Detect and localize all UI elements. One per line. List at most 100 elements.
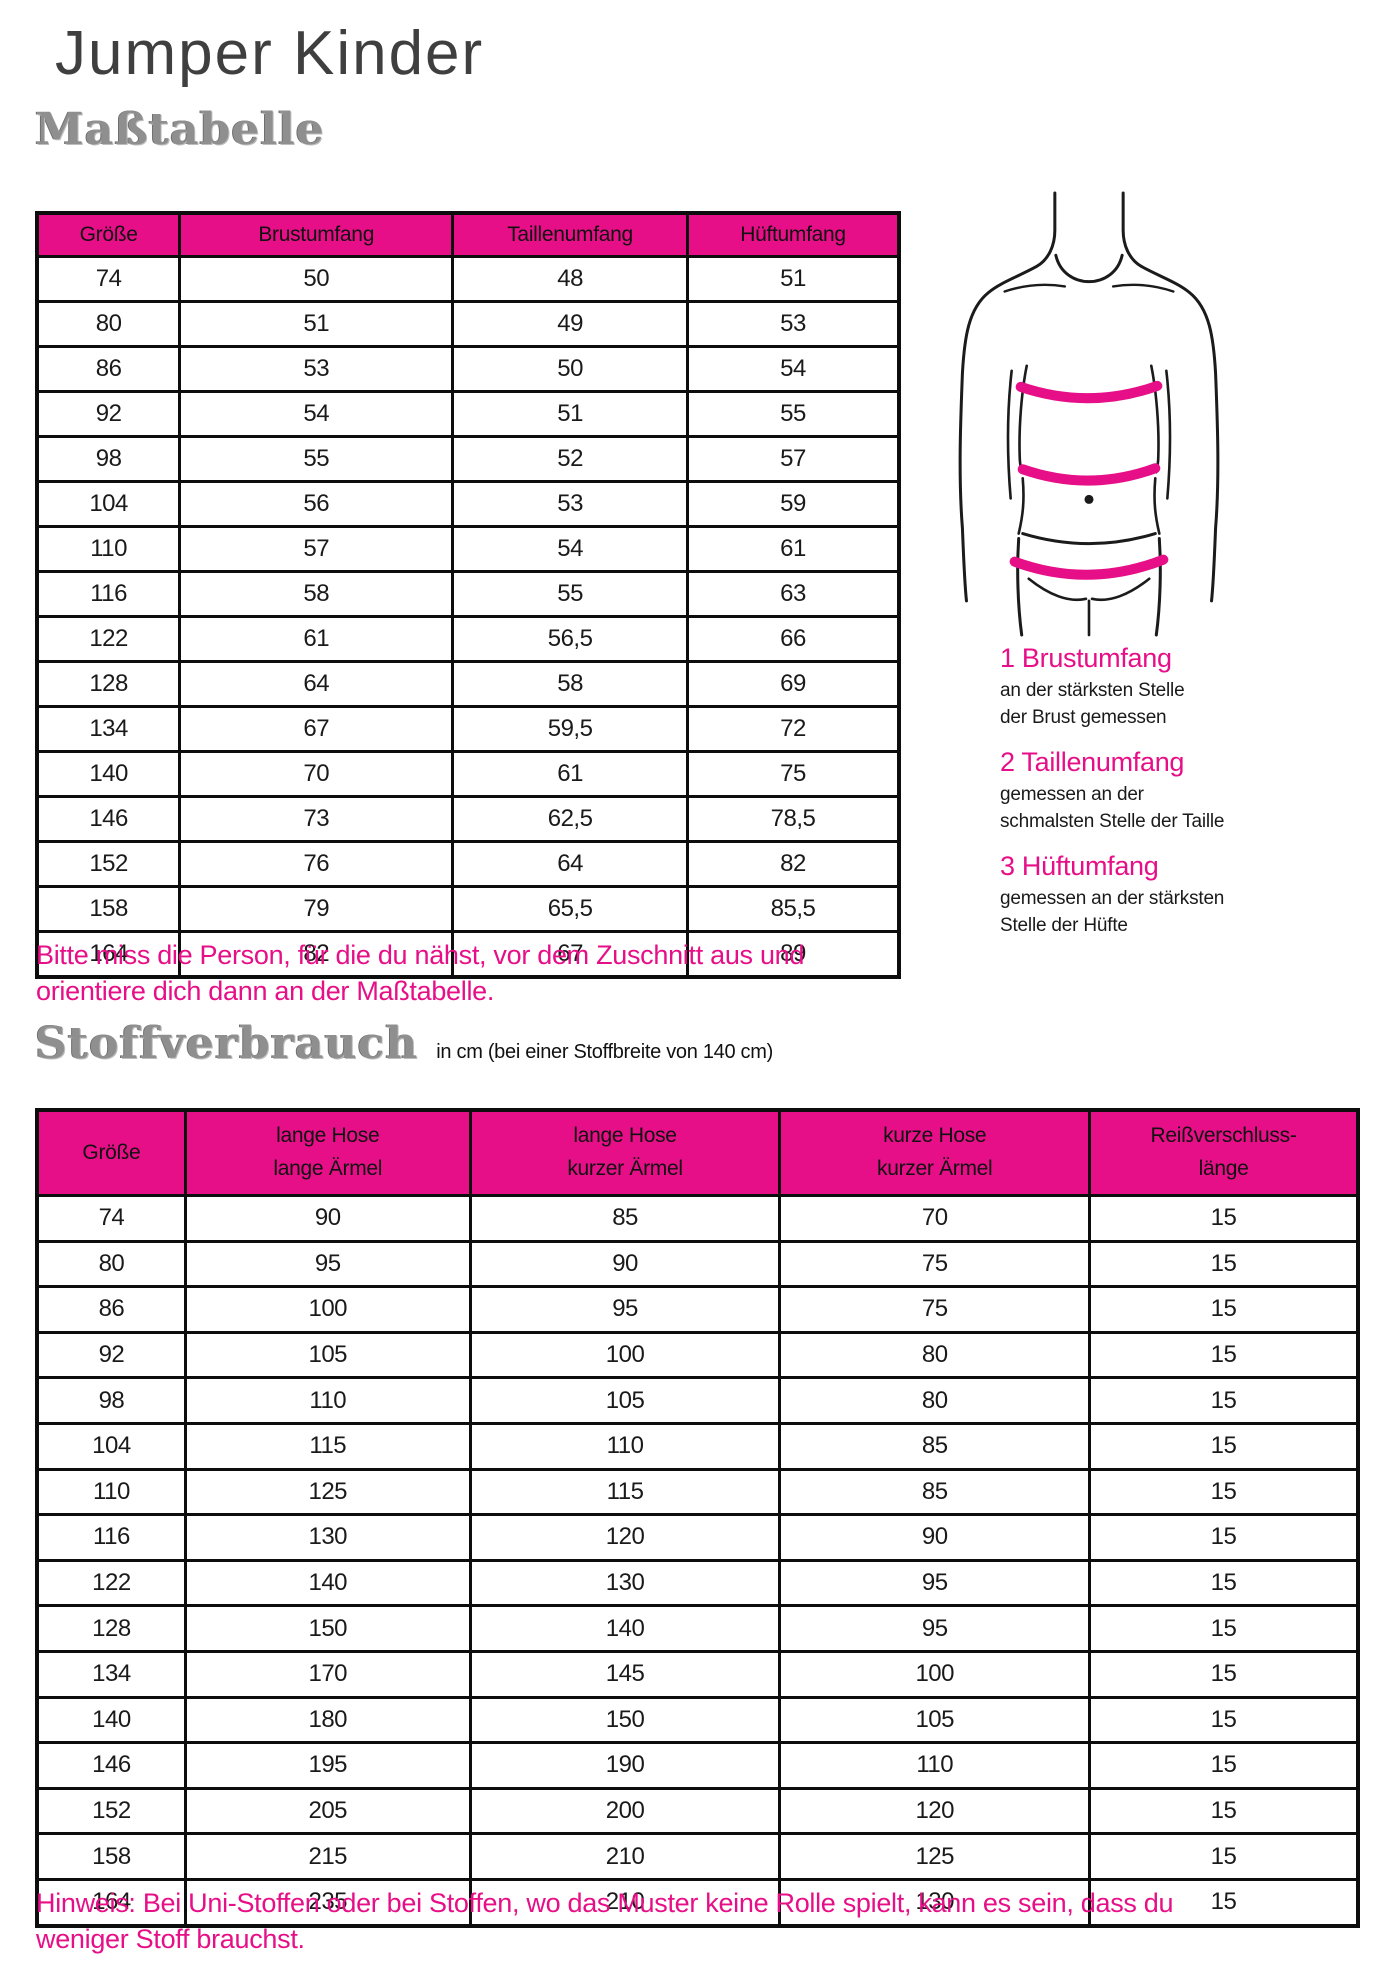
table-cell: 125 [183,1467,472,1517]
right-leg-outline [1154,537,1162,637]
table-cell: 150 [468,1695,782,1745]
table-row: 116 130 120 90 15 [35,1513,1360,1562]
table-row: 110 125 115 85 15 [35,1467,1360,1517]
table-cell: 195 [183,1741,472,1790]
table-cell: 105 [778,1695,1092,1745]
table-cell: 130 [183,1513,472,1562]
measuring-instruction-note: Bitte miss die Person, für die du nähst,… [36,940,805,1006]
table-cell: 75 [685,750,901,798]
right-crotch-line [1090,577,1151,602]
table-cell: 128 [35,660,182,708]
table-cell: 95 [778,1558,1092,1608]
table-cell: 80 [778,1330,1092,1380]
table-cell: 98 [35,435,182,483]
table-cell: 210 [468,1832,782,1881]
right-lower-torso [1153,476,1161,535]
table-cell: 51 [451,390,689,438]
fabric-consumption-table: Größe lange Hose lange Ärmel lange Hose ku… [35,1108,1360,1928]
table-cell: 205 [183,1786,472,1836]
table-row: 164 82 67 89 [35,930,901,979]
legend-label: 1 Brustumfang [1000,643,1172,673]
table-cell: 140 [468,1604,782,1653]
table-row: 98 55 52 57 [35,435,901,483]
table-cell: 15 [1088,1467,1360,1517]
table-row: 122 61 56,5 66 [35,615,901,663]
table-row: 134 67 59,5 72 [35,705,901,753]
table-cell: 66 [685,615,901,663]
measure-bands [1009,380,1169,580]
table-row: 122 140 130 95 15 [35,1558,1360,1608]
table-cell: 80 [35,300,182,348]
table-cell: 115 [183,1421,472,1471]
table-cell: 15 [1088,1877,1360,1928]
table-cell: 158 [35,885,182,933]
table-cell: 57 [685,435,901,483]
table-cell: 190 [468,1741,782,1790]
collar-line [1054,253,1124,284]
waist-measure-band [1017,463,1161,486]
table-cell: 49 [451,300,689,348]
table-cell: 70 [778,1194,1092,1243]
legend-item-brustumfang: 1 Brustumfang an der stärksten Stelle de… [1000,643,1290,732]
table-cell: 67 [451,930,689,979]
table-cell: 59 [685,480,901,528]
column-header: Größe [35,211,182,258]
table-cell: 53 [685,300,901,348]
header-row: Größe lange Hose lange Ärmel lange Hose ku… [35,1108,1360,1197]
section-heading-stoffverbrauch: Stoffverbrauch [35,1018,419,1069]
table-row: 158 215 210 125 15 [35,1832,1360,1881]
table-row: 92 54 51 55 [35,390,901,438]
table-cell: 90 [778,1513,1092,1562]
table-cell: 110 [778,1741,1092,1790]
right-clavicle [1111,283,1175,293]
table-cell: 50 [178,255,455,303]
navel-dot [1084,494,1094,504]
table-cell: 89 [685,930,901,979]
column-header: Hüftumfang [685,211,901,258]
table-cell: 73 [178,795,455,843]
table-cell: 115 [468,1467,782,1517]
body-measurements-table: Größe Brustumfang Taillenumfang Hüftumfang 7… [35,211,901,979]
left-leg-outline [1016,537,1024,637]
table-cell: 56,5 [451,615,689,663]
table-row: 86 53 50 54 [35,345,901,393]
table-cell: 140 [35,1695,187,1745]
pant-top-line [1021,532,1157,546]
left-torso-side [1018,364,1029,474]
table-cell: 92 [35,390,182,438]
table-row: 80 95 90 75 15 [35,1239,1360,1289]
table-row: 140 70 61 75 [35,750,901,798]
body-measurement-figure [958,191,1220,637]
table-cell: 58 [451,660,689,708]
table-cell: 116 [35,570,182,618]
table-cell: 110 [35,525,182,573]
table-row: 86 100 95 75 15 [35,1285,1360,1334]
table-cell: 90 [468,1239,782,1289]
table-cell: 80 [35,1239,187,1289]
table-cell: 69 [685,660,901,708]
page-title: Jumper Kinder [55,19,485,88]
table-cell: 125 [778,1832,1092,1881]
table-cell: 15 [1088,1558,1360,1608]
column-header: lange Hose kurzer Ärmel [468,1108,782,1197]
table-cell: 61 [451,750,689,798]
table-cell: 61 [685,525,901,573]
table-cell: 53 [178,345,455,393]
right-neck-shoulder-arm [1121,191,1220,603]
table-cell: 100 [183,1285,472,1334]
table-row: 164 235 210 130 15 [35,1877,1360,1928]
table-cell: 76 [178,840,455,888]
table-cell: 54 [178,390,455,438]
table-cell: 61 [178,615,455,663]
table-cell: 110 [183,1376,472,1425]
column-header: Taillenumfang [451,211,689,258]
column-header: kurze Hose kurzer Ärmel [778,1108,1092,1197]
table-cell: 58 [178,570,455,618]
table-cell: 100 [778,1649,1092,1699]
table-cell: 110 [35,1467,187,1517]
table-cell: 100 [468,1330,782,1380]
table-row: 128 150 140 95 15 [35,1604,1360,1653]
table-cell: 85 [778,1421,1092,1471]
table-cell: 64 [451,840,689,888]
table-cell: 85 [468,1194,782,1243]
